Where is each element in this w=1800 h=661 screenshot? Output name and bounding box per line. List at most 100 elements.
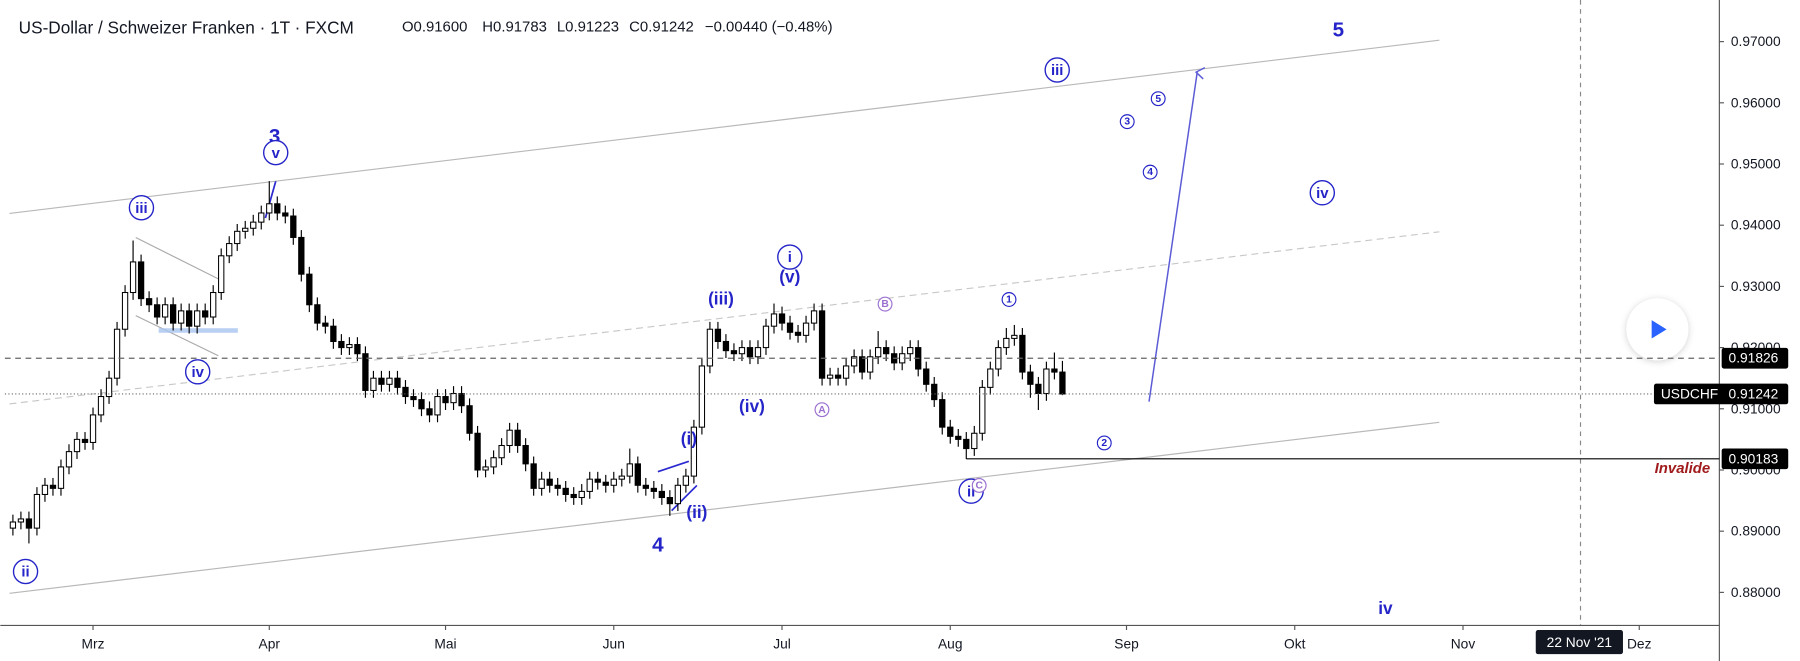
play-icon[interactable] <box>1651 320 1667 339</box>
candle-body <box>161 304 169 318</box>
candle-body <box>186 310 193 327</box>
candle-body <box>770 313 778 327</box>
wave-label: C <box>975 480 983 491</box>
candle-body <box>546 478 553 486</box>
candle-body <box>194 310 201 327</box>
wave-circle <box>877 296 893 312</box>
wave-label: 4 <box>1147 167 1153 178</box>
candle-body <box>722 340 730 352</box>
candle-body <box>842 365 850 379</box>
ohlc-low: L0.91223 <box>557 20 619 36</box>
wave-label: ii <box>21 565 29 581</box>
candle-body <box>105 377 113 398</box>
candle-body <box>65 451 73 468</box>
candle-body <box>883 347 890 355</box>
wave-circle <box>12 558 39 585</box>
candle-body <box>762 325 770 349</box>
candle-body <box>153 304 161 318</box>
candle-body <box>650 487 657 492</box>
wave-label: iii <box>1051 63 1063 79</box>
wave-label: (i) <box>681 428 697 448</box>
candle-body <box>298 236 305 275</box>
wave-circle <box>1044 57 1070 83</box>
wave-label: v <box>272 146 281 162</box>
wave-label: 3 <box>269 125 280 148</box>
candle-body <box>202 310 209 318</box>
ohlc-change: −0.00440 (−0.48%) <box>705 20 833 36</box>
candle-body <box>979 386 986 434</box>
candle-body <box>322 322 329 327</box>
y-tick-label: 0.89000 <box>1731 524 1781 539</box>
crosshair-label-box <box>1535 630 1623 655</box>
candle-body <box>402 386 409 398</box>
candle-body <box>242 227 249 232</box>
play-button[interactable] <box>1626 298 1689 361</box>
candle-body <box>826 374 834 379</box>
candle-body <box>362 353 369 391</box>
ohlc-close: C0.91242 <box>629 20 694 36</box>
price-label: 0.91826 <box>1729 351 1779 366</box>
candle-body <box>258 212 265 223</box>
wave-label: iv <box>1378 598 1393 618</box>
x-tick-label: Mrz <box>82 636 105 651</box>
price-label: 0.91242 <box>1729 386 1779 401</box>
candle-body <box>850 356 858 367</box>
price-note: Invalide <box>1655 461 1711 477</box>
wave-label: iv <box>191 365 204 381</box>
x-tick-label: Dez <box>1627 636 1652 651</box>
wave-line <box>671 484 698 512</box>
candle-body <box>129 261 137 294</box>
y-tick-label: 0.91000 <box>1731 401 1781 416</box>
wedge-line <box>135 237 219 280</box>
candle-body <box>290 215 297 238</box>
candle-body <box>458 392 465 407</box>
x-tick-label: Jun <box>603 636 625 651</box>
candle-body <box>474 432 481 471</box>
x-tick-label: Apr <box>259 636 281 651</box>
candle-body <box>971 432 978 450</box>
candle-body <box>658 490 665 499</box>
candle-body <box>642 484 649 489</box>
candle-body <box>394 377 401 388</box>
wave-label: iv <box>1316 186 1329 202</box>
wave-circle <box>262 139 289 166</box>
candle-body <box>634 463 641 486</box>
candle-body <box>49 484 57 489</box>
channel-lower <box>9 421 1440 594</box>
candle-body <box>17 518 25 523</box>
candle-body <box>834 374 842 379</box>
candle-body <box>754 347 762 358</box>
wave-label: 5 <box>1333 18 1344 41</box>
candle-body <box>939 399 946 428</box>
candle-body <box>490 457 497 468</box>
candle-body <box>794 331 802 336</box>
candle-body <box>730 350 738 355</box>
candle-body <box>810 310 818 324</box>
wave-label: (iii) <box>708 288 734 308</box>
candle-body <box>602 481 609 486</box>
wave-label: B <box>881 299 888 310</box>
price-label-box <box>1653 383 1789 405</box>
wave-circle <box>777 244 803 270</box>
chart-title: US-Dollar / Schweizer Franken · 1T · FXC… <box>19 18 354 38</box>
candle-body <box>570 493 577 499</box>
wave-label: iii <box>135 201 147 217</box>
candle-body <box>866 356 874 373</box>
wave-label: i <box>788 250 792 266</box>
candle-body <box>250 221 257 229</box>
candle-body <box>562 487 569 495</box>
candle-body <box>706 328 714 367</box>
candle-body <box>506 429 513 447</box>
candle-body <box>450 392 457 404</box>
candle-body <box>1011 334 1018 339</box>
candle-body <box>802 322 810 336</box>
wedge-line <box>135 315 219 357</box>
ohlc-header: O0.91600 H0.91783 L0.91223 C0.91242 −0.0… <box>402 20 833 36</box>
channel-mid <box>9 231 1440 405</box>
crosshair-label: 22 Nov '21 <box>1547 635 1612 650</box>
price-label-name: USDCHF <box>1661 386 1718 401</box>
candle-body <box>434 396 441 416</box>
candle-body <box>1043 368 1050 395</box>
y-tick-label: 0.95000 <box>1731 157 1781 172</box>
y-tick-label: 0.96000 <box>1731 95 1781 110</box>
